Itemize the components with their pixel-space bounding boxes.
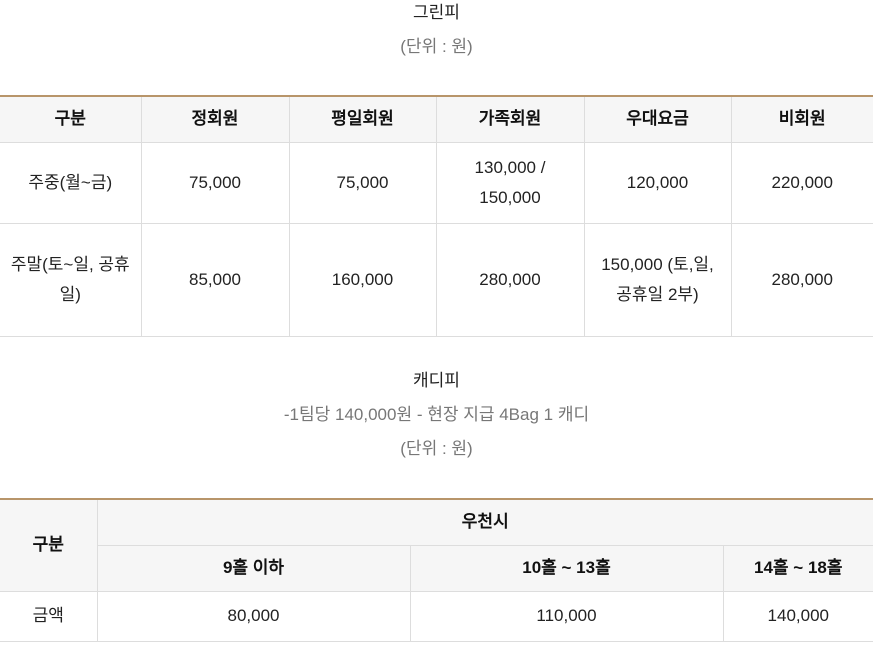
table-row: 금액 80,000 110,000 140,000 bbox=[0, 590, 873, 642]
row-label: 주중(월~금) bbox=[0, 141, 142, 224]
header-category: 구분 bbox=[0, 498, 98, 592]
header-9-holes: 9홀 이하 bbox=[97, 544, 411, 592]
table-cell: 120,000 bbox=[583, 141, 732, 224]
table-cell: 75,000 bbox=[140, 141, 290, 224]
green-fee-title: 그린피 bbox=[413, 3, 460, 22]
green-fee-caption: 그린피 (단위 : 원) bbox=[0, 0, 873, 96]
header-14-18-holes: 14홀 ~ 18홀 bbox=[722, 544, 873, 592]
table-header-row: 구분 정회원 평일회원 가족회원 우대요금 비회원 bbox=[0, 95, 873, 143]
green-fee-table: 구분 정회원 평일회원 가족회원 우대요금 비회원 주중(월~금) 75,000… bbox=[0, 95, 873, 337]
table-cell: 160,000 bbox=[288, 222, 437, 337]
table-cell: 280,000 bbox=[730, 222, 873, 337]
header-family-member: 가족회원 bbox=[435, 95, 585, 143]
table-cell: 280,000 bbox=[435, 222, 585, 337]
row-label: 금액 bbox=[0, 590, 98, 642]
table-cell: 140,000 bbox=[722, 590, 873, 642]
table-cell: 220,000 bbox=[730, 141, 873, 224]
header-discount-rate: 우대요금 bbox=[583, 95, 732, 143]
table-subheader-row: 9홀 이하 10홀 ~ 13홀 14홀 ~ 18홀 bbox=[0, 544, 873, 592]
row-label: 주말(토~일, 공휴일) bbox=[0, 222, 142, 337]
header-weekday-member: 평일회원 bbox=[288, 95, 437, 143]
table-row: 주말(토~일, 공휴일) 85,000 160,000 280,000 150,… bbox=[0, 222, 873, 337]
header-regular-member: 정회원 bbox=[140, 95, 290, 143]
header-category: 구분 bbox=[0, 95, 142, 143]
header-rain-group: 우천시 bbox=[96, 498, 873, 546]
table-cell: 110,000 bbox=[409, 590, 724, 642]
table-row: 주중(월~금) 75,000 75,000 130,000 / 150,000 … bbox=[0, 141, 873, 224]
header-10-13-holes: 10홀 ~ 13홀 bbox=[409, 544, 724, 592]
table-header-row: 구분 우천시 bbox=[0, 498, 873, 592]
table-cell: 150,000 (토,일, 공휴일 2부) bbox=[583, 222, 732, 337]
caddie-fee-title: 캐디피 bbox=[413, 371, 460, 390]
table-cell: 75,000 bbox=[288, 141, 437, 224]
table-cell: 130,000 / 150,000 bbox=[435, 141, 585, 224]
table-cell: 85,000 bbox=[140, 222, 290, 337]
table-cell: 80,000 bbox=[96, 590, 411, 642]
caddie-fee-unit: (단위 : 원) bbox=[400, 439, 473, 458]
caddie-fee-caption: 캐디피 -1팀당 140,000원 - 현장 지급 4Bag 1 캐디 (단위 … bbox=[0, 364, 873, 466]
green-fee-unit: (단위 : 원) bbox=[400, 37, 473, 56]
caddie-fee-note: -1팀당 140,000원 - 현장 지급 4Bag 1 캐디 bbox=[283, 405, 590, 424]
header-non-member: 비회원 bbox=[730, 95, 873, 143]
caddie-fee-table: 구분 우천시 9홀 이하 10홀 ~ 13홀 14홀 ~ 18홀 금액 80,0… bbox=[0, 498, 873, 642]
